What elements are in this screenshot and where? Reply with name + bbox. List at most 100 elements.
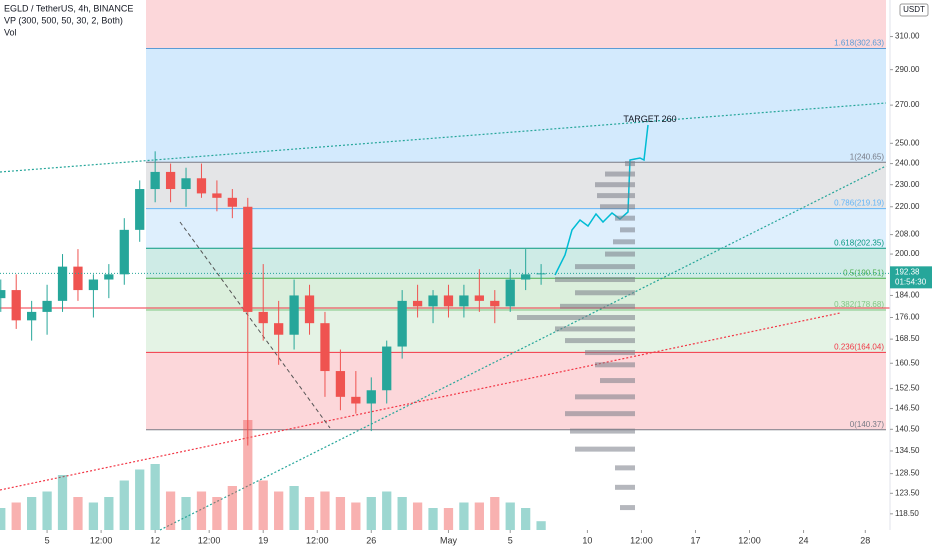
candle-body xyxy=(181,178,191,190)
volume-bar xyxy=(11,502,21,530)
profile-bar xyxy=(613,239,635,245)
x-tick-label: 12:00 xyxy=(198,535,221,545)
volume-bar xyxy=(88,502,99,530)
profile-bar xyxy=(595,182,635,188)
candle-body xyxy=(11,290,21,321)
candle-body xyxy=(428,295,438,307)
y-tick-label: 168.50 xyxy=(895,334,920,343)
fib-zone xyxy=(146,278,886,311)
x-tick-label: 12:00 xyxy=(306,535,329,545)
trend-line xyxy=(0,102,887,173)
chart-title: EGLD / TetherUS, 4h, BINANCE xyxy=(4,3,133,13)
volume-bar xyxy=(505,502,515,530)
volume-bar xyxy=(521,508,531,530)
profile-bar xyxy=(575,446,635,452)
candle-body xyxy=(382,346,392,391)
fib-label: 0.618(202.35) xyxy=(834,238,884,247)
profile-bar xyxy=(585,350,635,356)
profile-bar xyxy=(605,251,635,257)
x-tick-label: 10 xyxy=(582,535,592,545)
x-tick-label: 26 xyxy=(366,535,376,545)
x-tick-label: 19 xyxy=(258,535,268,545)
fib-label: 1.618(302.63) xyxy=(834,39,884,48)
currency[interactable]: USDT xyxy=(903,5,925,14)
volume-bar xyxy=(212,497,222,530)
y-tick-label: 220.00 xyxy=(895,202,920,211)
volume-bar xyxy=(351,502,361,530)
fib-zone xyxy=(146,208,886,249)
profile-bar xyxy=(615,465,635,471)
fib-zone xyxy=(146,0,886,49)
candle-body xyxy=(505,279,515,307)
volume-bar xyxy=(382,491,392,530)
volume-bar xyxy=(258,480,268,530)
profile-bar xyxy=(625,161,635,167)
profile-bar xyxy=(555,326,635,332)
volume-bar xyxy=(474,502,484,530)
profile-bar xyxy=(597,193,635,199)
volume-bar xyxy=(366,497,376,530)
profile-bar xyxy=(605,171,635,177)
y-tick-label: 118.50 xyxy=(895,509,919,518)
volume-bar xyxy=(196,491,207,530)
candle-body xyxy=(57,266,68,301)
annotation: TARGET 260 xyxy=(623,114,676,124)
volume-bar xyxy=(443,508,454,530)
y-tick-label: 128.50 xyxy=(895,469,920,478)
volume-label: Vol xyxy=(4,27,17,37)
indicator-label: VP (300, 500, 50, 30, 2, Both) xyxy=(4,15,123,25)
profile-bar xyxy=(600,378,635,384)
x-tick-label: 24 xyxy=(799,535,809,545)
trend-line xyxy=(179,221,331,429)
candle-body xyxy=(243,206,253,312)
fib-zone xyxy=(146,162,886,209)
candle-body xyxy=(42,300,52,312)
profile-bar xyxy=(595,362,635,368)
volume-bar xyxy=(165,491,176,530)
fib-zone xyxy=(146,310,886,353)
y-tick-label: 240.00 xyxy=(895,159,920,168)
volume-bar xyxy=(150,464,160,530)
y-tick-label: 176.00 xyxy=(895,313,920,322)
projection-path xyxy=(554,124,649,276)
y-tick-label: 200.00 xyxy=(895,249,920,258)
candle-body xyxy=(412,300,423,307)
y-tick-label: 290.00 xyxy=(895,65,920,74)
candle-body xyxy=(0,290,6,299)
y-tick-label: 160.50 xyxy=(895,358,920,367)
trend-line xyxy=(159,165,887,531)
candle-body xyxy=(320,323,330,372)
candle-body xyxy=(304,295,315,324)
currency-box[interactable] xyxy=(899,3,929,17)
profile-bar xyxy=(600,204,635,210)
volume-bar xyxy=(104,497,114,530)
y-tick-label: 140.50 xyxy=(895,424,920,433)
candle-body xyxy=(351,396,361,404)
fib-label: 0.236(164.04) xyxy=(834,343,884,352)
candle-body xyxy=(227,197,237,207)
candle-body xyxy=(443,295,454,307)
profile-bar xyxy=(565,411,635,417)
candle-body xyxy=(258,311,268,324)
y-tick-label: 230.00 xyxy=(895,180,920,189)
candle-body xyxy=(119,229,129,275)
profile-bar xyxy=(555,277,635,283)
candle-body xyxy=(274,323,284,335)
x-tick-label: 5 xyxy=(508,535,513,545)
y-tick-label: 146.50 xyxy=(895,404,920,413)
candle-body xyxy=(104,274,114,280)
y-tick-label: 270.00 xyxy=(895,100,920,109)
profile-bar xyxy=(615,484,635,490)
fib-zone xyxy=(146,352,886,430)
x-tick-label: 28 xyxy=(860,535,870,545)
candle-body xyxy=(474,295,484,301)
y-tick-label: 310.00 xyxy=(895,32,920,41)
candle-body xyxy=(135,189,145,230)
candle-body xyxy=(289,295,299,335)
candle-body xyxy=(27,311,37,321)
x-tick-label: 12:00 xyxy=(630,535,653,545)
last-price-box xyxy=(890,266,932,289)
fib-label: 1(240.65) xyxy=(850,152,885,161)
volume-bar xyxy=(490,497,500,530)
volume-bar xyxy=(42,491,52,530)
